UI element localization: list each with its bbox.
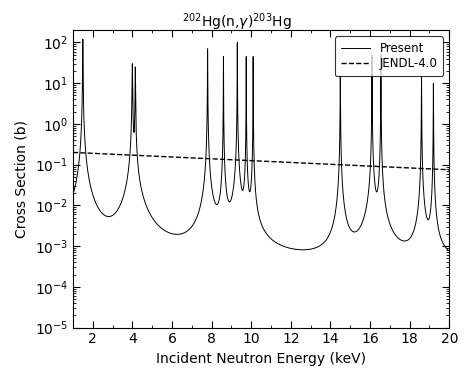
Present <box>301 248 307 252</box>
JENDL-4.0 <box>222 157 228 162</box>
JENDL-4.0 <box>370 164 376 168</box>
JENDL-4.0 <box>70 150 76 155</box>
JENDL-4.0 <box>108 152 114 157</box>
Present <box>350 229 355 234</box>
Present <box>353 229 359 234</box>
Present <box>447 249 452 253</box>
Present <box>70 193 76 197</box>
Text: $^{202}$Hg(n,$\gamma$)$^{203}$Hg: $^{202}$Hg(n,$\gamma$)$^{203}$Hg <box>182 11 291 33</box>
Present <box>121 192 127 197</box>
X-axis label: Incident Neutron Energy (keV): Incident Neutron Energy (keV) <box>156 352 366 366</box>
Legend: Present, JENDL-4.0: Present, JENDL-4.0 <box>335 36 443 76</box>
Present <box>80 37 86 42</box>
Line: JENDL-4.0: JENDL-4.0 <box>73 152 449 170</box>
Present <box>283 245 289 250</box>
Y-axis label: Cross Section (b): Cross Section (b) <box>15 120 29 238</box>
Present <box>103 214 109 218</box>
JENDL-4.0 <box>236 158 242 162</box>
JENDL-4.0 <box>447 168 452 172</box>
JENDL-4.0 <box>364 164 369 168</box>
Line: Present: Present <box>73 39 449 251</box>
JENDL-4.0 <box>329 162 334 166</box>
